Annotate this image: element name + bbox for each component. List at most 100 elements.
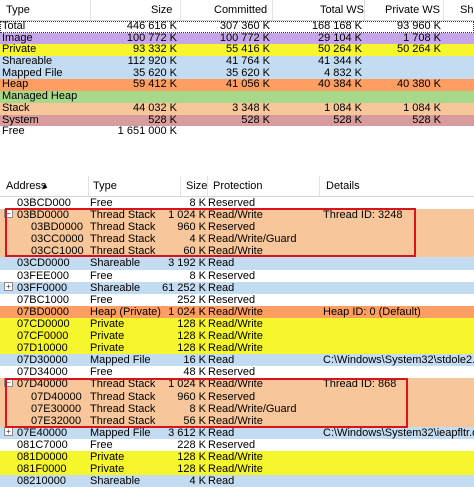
- detail-cell-address: 081C7000: [17, 438, 68, 451]
- detail-grid: Address ▲ Type Size Protection Details 0…: [0, 176, 474, 488]
- summary-col-type[interactable]: Type: [6, 4, 30, 16]
- detail-row[interactable]: 03BD0000 Thread Stack 960 K Reserved: [0, 221, 474, 234]
- summary-row[interactable]: Shareable 112 920 K 41 764 K 41 344 K: [0, 55, 474, 68]
- detail-cell-size: 56 K: [183, 414, 206, 427]
- detail-cell-protection: Read: [208, 426, 235, 439]
- detail-col-type[interactable]: Type: [93, 180, 117, 192]
- detail-row[interactable]: −03BD0000 Thread Stack 1 024 K Read/Write Th…: [0, 209, 474, 222]
- detail-row[interactable]: 07CD0000 Private 128 K Read/Write: [0, 317, 474, 331]
- detail-row[interactable]: 07E32000 Thread Stack 56 K Read/Write: [0, 414, 474, 427]
- summary-row[interactable]: Private 93 332 K 55 416 K 50 264 K 50 264 K: [0, 43, 474, 57]
- summary-cell-total-ws: 4 832 K: [324, 66, 362, 79]
- summary-col-committed[interactable]: Committed: [214, 4, 268, 16]
- summary-cell-type: Heap: [2, 78, 29, 91]
- detail-row[interactable]: 07E30000 Thread Stack 8 K Read/Write/Guard: [0, 402, 474, 415]
- detail-cell-protection: Reserved: [208, 390, 256, 403]
- detail-cell-address: 07D30000: [17, 354, 68, 367]
- detail-cell-size: 128 K: [177, 317, 206, 330]
- detail-row[interactable]: 07D40000 Thread Stack 960 K Reserved: [0, 390, 474, 403]
- summary-row[interactable]: Free 1 651 000 K: [0, 126, 474, 138]
- detail-cell-size: 3 612 K: [168, 426, 206, 439]
- detail-cell-type: Private: [90, 450, 125, 463]
- detail-cell-size: 252 K: [177, 293, 206, 306]
- detail-cell-size: 228 K: [177, 438, 206, 451]
- summary-cell-size: 1 651 000 K: [117, 125, 177, 138]
- detail-cell-type: Thread Stack: [90, 414, 156, 427]
- summary-cell-size: 446 616 K: [126, 20, 177, 32]
- detail-cell-type: Thread Stack: [90, 221, 156, 234]
- detail-col-protection[interactable]: Protection: [213, 180, 263, 192]
- detail-cell-protection: Read/Write: [208, 245, 263, 258]
- detail-cell-size: 8 K: [189, 197, 206, 209]
- detail-row[interactable]: 07D10000 Private 128 K Read/Write: [0, 342, 474, 355]
- summary-col-shareable[interactable]: Sha: [460, 4, 474, 16]
- detail-col-details[interactable]: Details: [326, 180, 360, 192]
- detail-cell-type: Free: [90, 269, 113, 282]
- summary-cell-committed: 100 772 K: [219, 31, 270, 44]
- detail-cell-size: 128 K: [177, 463, 206, 476]
- detail-col-address[interactable]: Address: [6, 180, 47, 192]
- detail-cell-protection: Reserved: [208, 269, 256, 282]
- detail-row[interactable]: 07BC1000 Free 252 K Reserved: [0, 293, 474, 306]
- summary-cell-size: 93 332 K: [132, 43, 177, 56]
- summary-row[interactable]: Managed Heap: [0, 91, 474, 103]
- detail-row[interactable]: +03FF0000 Shareable 61 252 K Read: [0, 281, 474, 294]
- detail-cell-size: 61 252 K: [161, 281, 206, 294]
- detail-body: 03BCD000 Free 8 K Reserved −03BD0000 Thread S…: [0, 197, 474, 488]
- detail-row[interactable]: 03BCD000 Free 8 K Reserved: [0, 197, 474, 210]
- detail-row[interactable]: −07D40000 Thread Stack 1 024 K Read/Write Th…: [0, 378, 474, 391]
- summary-cell-committed: 35 620 K: [225, 66, 270, 79]
- detail-row[interactable]: 081D0000 Private 128 K Read/Write: [0, 450, 474, 464]
- detail-cell-protection: Read/Write/Guard: [208, 402, 297, 415]
- detail-row[interactable]: 081F0000 Private 128 K Read/Write: [0, 463, 474, 476]
- detail-col-size[interactable]: Size: [186, 180, 208, 192]
- detail-row[interactable]: 03CC1000 Thread Stack 60 K Read/Write: [0, 245, 474, 258]
- detail-row[interactable]: 07D30000 Mapped File 16 K Read C:\Windows\Sy…: [0, 354, 474, 367]
- detail-cell-protection: Reserved: [208, 221, 256, 234]
- detail-cell-size: 1 024 K: [168, 378, 206, 391]
- expand-icon[interactable]: +: [4, 281, 13, 291]
- detail-cell-address: 07E40000: [17, 426, 68, 439]
- detail-cell-address: 07D40000: [31, 390, 82, 403]
- summary-row[interactable]: Total 446 616 K 307 360 K 168 168 K 93 960 K: [0, 20, 474, 33]
- summary-row[interactable]: Image 100 772 K 100 772 K 29 104 K 1 708 K: [0, 31, 474, 45]
- summary-col-total-ws[interactable]: Total WS: [320, 4, 365, 16]
- summary-cell-committed: 528 K: [241, 113, 270, 126]
- detail-cell-type: Private: [90, 317, 125, 330]
- detail-row[interactable]: 07D34000 Free 48 K Reserved: [0, 366, 474, 379]
- detail-cell-type: Private: [90, 330, 125, 343]
- detail-cell-size: 128 K: [177, 342, 206, 355]
- collapse-icon[interactable]: −: [4, 209, 13, 219]
- detail-cell-address: 081D0000: [17, 450, 68, 463]
- detail-row[interactable]: 07CF0000 Private 128 K Read/Write: [0, 330, 474, 343]
- detail-row[interactable]: 03FEE000 Free 8 K Reserved: [0, 269, 474, 282]
- expand-icon[interactable]: +: [4, 426, 13, 436]
- detail-cell-type: Thread Stack: [90, 233, 156, 246]
- detail-row[interactable]: 03CC0000 Thread Stack 4 K Read/Write/Guard: [0, 233, 474, 246]
- detail-cell-type: Thread Stack: [90, 209, 156, 222]
- summary-row[interactable]: Stack 44 032 K 3 348 K 1 084 K 1 084 K: [0, 101, 474, 115]
- sort-ascending-icon: ▲: [41, 181, 49, 190]
- summary-row[interactable]: Mapped File 35 620 K 35 620 K 4 832 K: [0, 66, 474, 80]
- summary-cell-private-ws: 40 380 K: [396, 78, 441, 91]
- detail-cell-protection: Read/Write/Guard: [208, 233, 297, 246]
- detail-cell-size: 4 K: [189, 233, 206, 246]
- summary-cell-size: 44 032 K: [132, 101, 177, 114]
- detail-cell-type: Shareable: [90, 281, 141, 294]
- summary-col-private-ws[interactable]: Private WS: [385, 4, 441, 16]
- summary-cell-private-ws: 1 084 K: [403, 101, 441, 114]
- detail-row[interactable]: 03CD0000 Shareable 3 192 K Read: [0, 257, 474, 270]
- detail-cell-type: Free: [90, 366, 113, 379]
- detail-row[interactable]: 081C7000 Free 228 K Reserved: [0, 438, 474, 451]
- detail-cell-protection: Read: [208, 281, 235, 294]
- summary-row[interactable]: System 528 K 528 K 528 K 528 K: [0, 113, 474, 127]
- detail-row[interactable]: 07BD0000 Heap (Private) 1 024 K Read/Write H…: [0, 305, 474, 318]
- summary-col-size[interactable]: Size: [151, 4, 173, 16]
- detail-row[interactable]: +07E40000 Mapped File 3 612 K Read C:\Window…: [0, 426, 474, 439]
- detail-row[interactable]: 08210000 Shareable 4 K Read: [0, 475, 474, 488]
- summary-cell-type: Total: [2, 20, 26, 32]
- summary-row[interactable]: Heap 59 412 K 41 056 K 40 384 K 40 380 K: [0, 78, 474, 92]
- summary-cell-type: Shareable: [2, 55, 53, 68]
- summary-cell-private-ws: 50 264 K: [396, 43, 441, 56]
- collapse-icon[interactable]: −: [4, 378, 13, 388]
